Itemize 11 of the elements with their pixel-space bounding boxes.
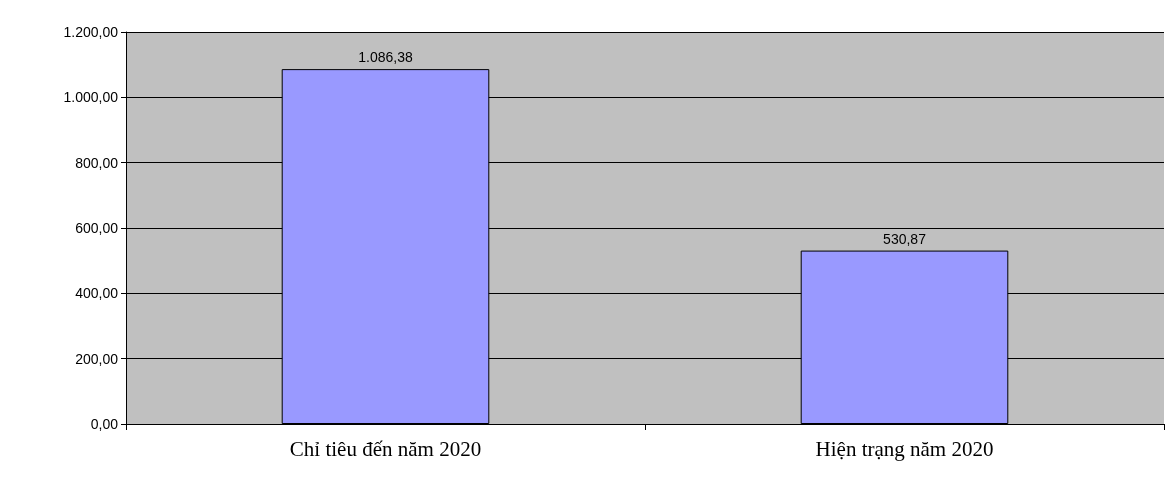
y-tick-label: 800,00	[75, 154, 119, 171]
data-label: 530,87	[883, 230, 927, 247]
y-tick-label: 0,00	[90, 416, 119, 432]
y-tick-label: 400,00	[75, 285, 119, 302]
x-tick-label: Chỉ tiêu đến năm 2020	[289, 436, 482, 461]
x-tick-label: Hiện trạng năm 2020	[815, 436, 994, 461]
y-tick-label: 1.000,00	[63, 89, 119, 106]
y-tick-label: 1.200,00	[63, 24, 119, 40]
y-tick-label: 200,00	[75, 350, 119, 367]
y-tick-label: 600,00	[75, 220, 119, 236]
data-label: 1.086,38	[358, 49, 413, 66]
